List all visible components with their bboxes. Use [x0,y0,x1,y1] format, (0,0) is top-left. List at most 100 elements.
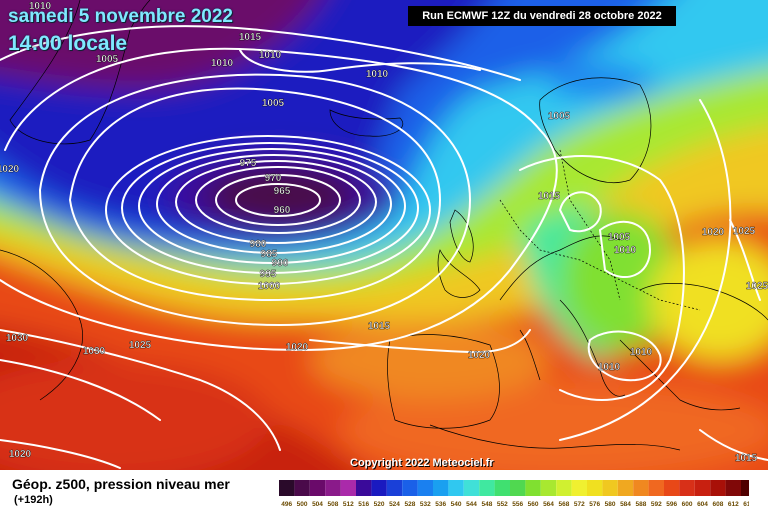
legend-value: 496 [281,501,292,508]
legend-swatch [279,480,295,496]
isobar-label: 970 [265,173,282,184]
legend-value: 500 [297,501,308,508]
legend-swatch [633,480,649,496]
legend-value: 564 [543,501,554,508]
isobar-label: 1010 [259,50,282,61]
isobar-label: 1005 [608,232,631,243]
legend-value: 524 [389,501,400,508]
legend-swatch [725,480,741,496]
isobar-label: 980 [250,239,267,250]
legend-value: 516 [358,501,369,508]
isobar-label: 1020 [286,342,309,353]
legend-swatch [356,480,372,496]
map-parameter-title: Géop. z500, pression niveau mer [12,476,230,492]
legend-swatch [587,480,603,496]
legend-value: 616 [743,501,749,508]
isobar-label: 1030 [83,346,106,357]
legend-value: 548 [481,501,492,508]
legend-value: 600 [682,501,693,508]
isobar-label: 1005 [548,111,571,122]
legend-swatch [463,480,480,496]
isobar-label: 1010 [29,1,52,12]
legend-value: 604 [697,501,708,508]
legend-value: 592 [651,501,662,508]
isobar-label: 1015 [735,453,758,464]
legend-swatch [386,480,403,496]
legend-swatch [309,480,326,496]
legend-value: 540 [451,501,462,508]
isobar-label: 960 [274,205,291,216]
legend-value: 544 [466,501,477,508]
legend-swatch [325,480,341,496]
legend-value: 580 [605,501,616,508]
legend-swatch [340,480,356,496]
isobar-label: 1030 [6,333,29,344]
isobar-label: 1020 [9,449,32,460]
legend-swatch [448,480,464,496]
legend-swatch [540,480,557,496]
isobar-label: 1015 [538,191,561,202]
legend-swatch [694,480,711,496]
legend-swatch [371,480,387,496]
isobar-label: 1010 [598,362,621,373]
legend-value: 520 [374,501,385,508]
legend-swatch [710,480,726,496]
legend-swatch [294,480,310,496]
isobar-label: 1025 [746,281,768,292]
color-scale-legend: 496 500 504 508 512 516 520 524 528 532 536 540 544 5… [279,480,749,508]
isobar-label: 1020 [468,350,491,361]
legend-swatch [648,480,664,496]
legend-swatch [664,480,680,496]
isobar-lines [0,25,768,469]
isobar-label: 1020 [0,164,20,175]
legend-value: 608 [712,501,723,508]
legend-swatch [556,480,572,496]
legend-value: 572 [574,501,585,508]
legend-swatch [602,480,618,496]
isobar-label: 1010 [366,69,389,80]
isobar-label: 985 [261,249,278,260]
legend-swatch [402,480,418,496]
legend-swatch [741,480,749,496]
legend-swatch [494,480,510,496]
legend-value: 612 [728,501,739,508]
legend-swatch [479,480,495,496]
legend-swatch [617,480,634,496]
isobar-label: 1015 [239,32,262,43]
isobar-label: 1000 [258,281,281,292]
isobar-label: 1025 [733,226,756,237]
legend-value: 560 [528,501,539,508]
isobar-label: 1010 [614,245,637,256]
isobar-labels: 1010 1015 1005 1010 1010 1010 1005 1005 1020 975 9… [0,1,768,464]
legend-value: 532 [420,501,431,508]
copyright-notice: Copyright 2022 Meteociel.fr [350,457,494,469]
legend-value: 568 [558,501,569,508]
isobar-label: 990 [272,258,289,269]
geopotential-map: 1010 1015 1005 1010 1010 1010 1005 1005 1020 975 9… [0,0,768,470]
legend-value: 556 [512,501,523,508]
legend-value: 508 [327,501,338,508]
forecast-lead-time: (+192h) [14,494,53,506]
legend-swatch [433,480,449,496]
legend-value: 536 [435,501,446,508]
model-run-banner: Run ECMWF 12Z du vendredi 28 octobre 202… [408,6,676,26]
legend-value: 552 [497,501,508,508]
isobar-label: 1025 [129,340,152,351]
legend-swatch [679,480,695,496]
legend-swatch [525,480,541,496]
legend-swatch [417,480,433,496]
forecast-time: 14:00 locale [8,32,128,55]
isobar-label: 1005 [96,54,119,65]
legend-value: 588 [635,501,646,508]
isobar-label: 965 [274,186,291,197]
isobar-label: 1010 [630,347,653,358]
isobar-label: 1020 [702,227,725,238]
legend-value: 504 [312,501,323,508]
forecast-date: samedi 5 novembre 2022 [8,6,233,27]
isobar-label: 995 [260,269,277,280]
isobar-label: 1015 [368,321,391,332]
isobar-label: 975 [240,158,257,169]
legend-value: 512 [343,501,354,508]
legend-value: 596 [666,501,677,508]
